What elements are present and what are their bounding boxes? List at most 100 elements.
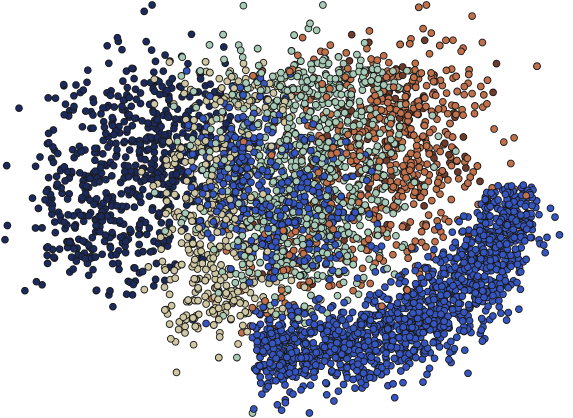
scatter-point-sage xyxy=(186,141,195,150)
scatter-point-navy xyxy=(187,30,196,39)
scatter-point-royal-blue-arc xyxy=(449,281,457,290)
scatter-point-royal-blue-core xyxy=(207,182,216,191)
scatter-point-navy xyxy=(51,94,60,103)
scatter-point-sage xyxy=(237,271,246,280)
scatter-point-beige xyxy=(206,68,214,77)
scatter-point-brown xyxy=(478,38,487,47)
scatter-point-royal-blue-arc xyxy=(367,353,376,362)
scatter-point-brown xyxy=(464,70,473,79)
scatter-point-brown xyxy=(483,99,491,108)
scatter-point-beige xyxy=(161,266,170,274)
scatter-point-brown xyxy=(375,254,384,262)
scatter-point-sage xyxy=(216,127,225,136)
scatter-point-royal-blue-core xyxy=(219,179,228,188)
scatter-point-royal-blue-arc xyxy=(361,301,370,309)
scatter-point-brown xyxy=(444,176,452,184)
scatter-point-brown xyxy=(279,266,288,275)
scatter-point-beige xyxy=(167,301,176,310)
scatter-point-sage xyxy=(386,135,395,144)
scatter-point-brown xyxy=(249,71,257,80)
scatter-point-brown xyxy=(483,76,492,85)
scatter-point-royal-blue-arc xyxy=(256,379,265,388)
scatter-point-royal-blue-arc xyxy=(467,256,476,265)
scatter-point-sage xyxy=(310,221,319,230)
scatter-point-navy xyxy=(118,45,126,54)
scatter-point-brown xyxy=(412,141,421,150)
scatter-point-brown xyxy=(425,150,434,158)
scatter-point-sage xyxy=(398,143,406,152)
scatter-point-brown xyxy=(424,177,433,186)
scatter-point-brown xyxy=(440,139,449,148)
scatter-point-royal-blue-arc xyxy=(339,380,348,389)
scatter-point-sage xyxy=(313,91,322,100)
scatter-point-brown xyxy=(343,64,352,73)
scatter-point-royal-blue-arc xyxy=(440,330,448,338)
scatter-point-beige xyxy=(234,287,242,296)
scatter-point-sage xyxy=(272,186,281,195)
scatter-point-brown xyxy=(325,220,333,228)
scatter-point-beige xyxy=(239,59,248,68)
scatter-point-royal-blue-arc xyxy=(287,325,296,334)
scatter-point-navy xyxy=(104,59,113,68)
scatter-point-sage xyxy=(220,55,228,64)
scatter-point-sage xyxy=(278,145,286,154)
scatter-point-sage xyxy=(283,239,292,248)
scatter-point-royal-blue-arc xyxy=(248,322,257,330)
scatter-point-royal-blue-core xyxy=(300,136,309,144)
scatter-point-royal-blue-arc xyxy=(351,384,359,392)
scatter-point-beige xyxy=(227,314,235,323)
scatter-point-beige xyxy=(150,100,159,108)
scatter-point-brown xyxy=(451,101,460,110)
scatter-point-royal-blue-arc xyxy=(393,309,402,317)
scatter-point-sage xyxy=(312,26,321,35)
scatter-point-sage xyxy=(291,101,300,110)
scatter-point-navy xyxy=(99,199,107,208)
scatter-point-royal-blue-core xyxy=(291,149,299,157)
scatter-point-royal-blue-arc xyxy=(328,367,336,375)
scatter-point-brown xyxy=(443,109,452,118)
scatter-point-royal-blue-arc xyxy=(265,359,274,367)
scatter-point-beige xyxy=(238,321,247,330)
scatter-point-royal-blue-arc xyxy=(399,323,408,331)
scatter-point-royal-blue-core xyxy=(199,114,207,123)
scatter-point-navy xyxy=(108,228,116,237)
scatter-point-beige xyxy=(239,282,248,290)
scatter-point-beige xyxy=(172,368,181,377)
scatter-point-navy xyxy=(43,259,52,268)
scatter-point-brown xyxy=(420,202,428,210)
scatter-point-navy xyxy=(128,64,136,73)
scatter-point-royal-blue-core xyxy=(203,201,212,209)
scatter-point-sage xyxy=(339,278,348,287)
scatter-point-brown xyxy=(346,157,355,166)
scatter-point-beige xyxy=(194,296,202,305)
scatter-point-royal-blue-arc xyxy=(516,267,525,276)
scatter-point-beige xyxy=(201,57,210,66)
scatter-point-sage xyxy=(373,196,382,205)
scatter-point-royal-blue-arc xyxy=(477,326,486,334)
scatter-point-sage xyxy=(398,243,407,252)
scatter-point-sage xyxy=(389,67,397,75)
scatter-point-royal-blue-arc xyxy=(316,324,325,333)
scatter-point-navy xyxy=(138,267,147,276)
scatter-point-royal-blue-arc xyxy=(435,343,444,351)
scatter-point-beige xyxy=(213,228,222,236)
scatter-point-sage xyxy=(303,214,311,223)
scatter-point-sage xyxy=(256,258,264,267)
scatter-point-brown xyxy=(384,58,393,67)
scatter-point-brown xyxy=(399,161,407,170)
scatter-point-navy xyxy=(91,167,100,176)
scatter-point-royal-blue-core xyxy=(295,208,303,216)
scatter-point-royal-blue-arc xyxy=(458,317,467,325)
scatter-point-navy xyxy=(136,89,145,97)
scatter-point-navy xyxy=(48,204,56,213)
scatter-point-royal-blue-arc xyxy=(451,238,460,247)
scatter-point-royal-blue-core xyxy=(256,92,264,101)
scatter-point-royal-blue-arc xyxy=(546,204,555,213)
scatter-point-sage xyxy=(324,119,333,127)
scatter-point-royal-blue-core xyxy=(209,217,218,226)
scatter-point-brown xyxy=(291,227,300,236)
scatter-point-royal-blue-core xyxy=(236,83,245,92)
scatter-point-navy xyxy=(130,264,139,272)
scatter-point-royal-blue-core xyxy=(239,205,248,214)
scatter-point-royal-blue-arc xyxy=(487,189,495,197)
